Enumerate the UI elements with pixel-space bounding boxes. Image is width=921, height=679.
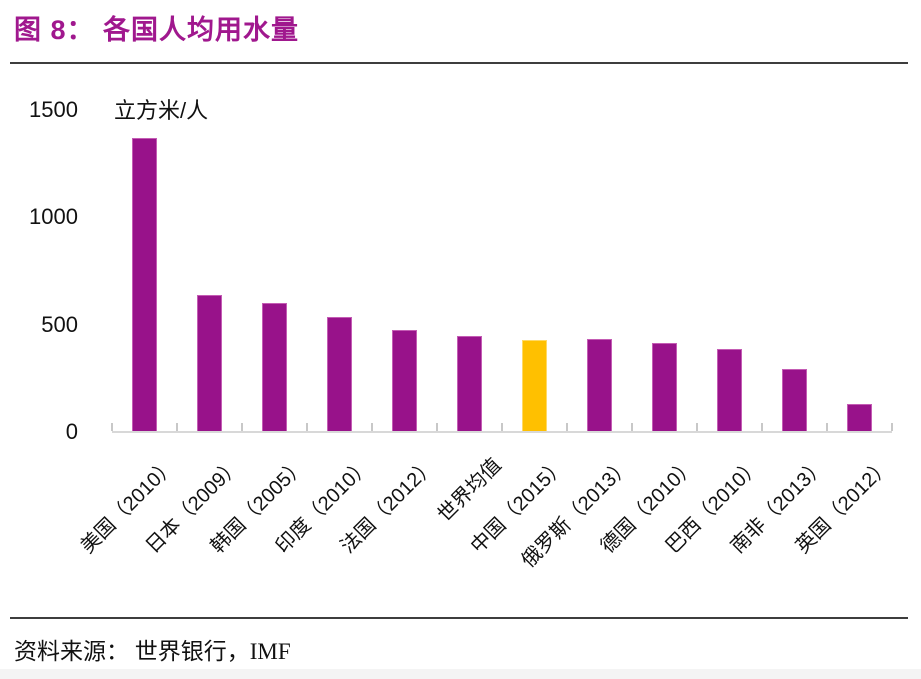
x-axis-tick [761, 423, 763, 431]
bar-6-highlighted [522, 340, 547, 432]
footer-divider-line [10, 617, 908, 619]
x-axis-line [112, 431, 892, 433]
y-tick-label-1500: 1500 [29, 97, 78, 122]
bar-5 [457, 336, 482, 432]
x-axis-tick [826, 423, 828, 431]
y-tick-label-500: 500 [41, 311, 78, 337]
bar-7 [587, 339, 612, 432]
bar-1 [197, 295, 222, 432]
title-divider-line [10, 62, 908, 64]
bar-2 [262, 303, 287, 432]
bar-8 [652, 343, 677, 432]
source-note: 资料来源： 世界银行，IMF [14, 639, 291, 664]
x-axis-tick [891, 423, 893, 431]
x-axis-tick [566, 423, 568, 431]
bar-9 [717, 349, 742, 432]
bar-10 [782, 369, 807, 432]
x-axis-tick [111, 423, 113, 431]
x-axis-tick [241, 423, 243, 431]
bar-0 [132, 138, 157, 432]
x-axis-tick [436, 423, 438, 431]
x-axis-tick [631, 423, 633, 431]
x-axis-tick [306, 423, 308, 431]
bar-11 [847, 404, 872, 432]
x-axis-tick [371, 423, 373, 431]
y-tick-label-1000: 1000 [29, 204, 78, 230]
x-axis-tick [501, 423, 503, 431]
page-bottom-strip [0, 669, 921, 679]
figure-title: 图 8： 各国人均用水量 [14, 15, 300, 45]
bar-3 [327, 317, 352, 432]
y-axis-unit-label: 立方米/人 [114, 98, 209, 123]
x-axis-tick [696, 423, 698, 431]
x-axis-tick [176, 423, 178, 431]
bar-4 [392, 330, 417, 432]
y-tick-label-0: 0 [65, 419, 78, 444]
